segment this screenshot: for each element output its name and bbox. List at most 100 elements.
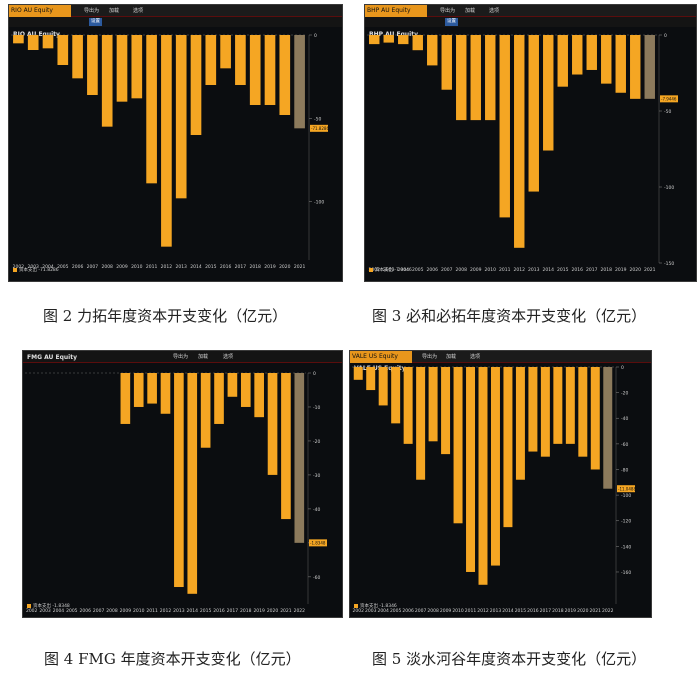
bar-2015 xyxy=(205,35,217,85)
legend-swatch xyxy=(369,267,373,272)
ticker-field[interactable]: BHP AU Equity xyxy=(365,5,427,17)
chart-panel-bhp: BHP AU Equity 导出为 加载 选项 设置 BHP AU Equity… xyxy=(364,4,697,282)
bar-2019 xyxy=(264,35,276,105)
figure-caption-fmg: 图 4 FMG 年度资本开支变化（亿元） xyxy=(44,650,301,668)
bar-2012 xyxy=(514,35,525,248)
ticker-field[interactable]: VALE US Equity xyxy=(350,351,412,363)
value-badge xyxy=(617,485,635,493)
x-tick-label: 2004 xyxy=(53,608,65,614)
x-tick-label: 2012 xyxy=(161,264,173,270)
x-tick-label: 2011 xyxy=(499,267,511,273)
bar-2008 xyxy=(456,35,467,121)
bar-2011 xyxy=(147,373,157,404)
x-tick-label: 2017 xyxy=(586,267,598,273)
bar-2022 xyxy=(294,373,305,543)
bar-2003 xyxy=(27,35,39,50)
x-tick-label: 2011 xyxy=(146,608,158,614)
options-menu[interactable]: 选项 xyxy=(133,8,144,14)
y-tick-label: -140 xyxy=(621,544,631,550)
bar-2019 xyxy=(615,35,626,93)
x-tick-label: 2009 xyxy=(120,608,132,614)
ticker-field[interactable]: RIO AU Equity xyxy=(9,5,71,17)
x-tick-label: 2021 xyxy=(280,608,292,614)
bar-2019 xyxy=(565,367,575,444)
x-tick-label: 2009 xyxy=(440,608,452,614)
settings-button[interactable]: 设置 xyxy=(89,18,102,26)
settings-button[interactable]: 设置 xyxy=(445,18,458,26)
x-tick-label: 2014 xyxy=(190,264,202,270)
bar-2021 xyxy=(281,373,291,520)
bar-2018 xyxy=(249,35,261,105)
x-tick-label: 2018 xyxy=(240,608,252,614)
x-tick-label: 2002 xyxy=(369,267,381,273)
export-menu[interactable]: 导出为 xyxy=(173,354,189,360)
y-tick-label: -150 xyxy=(664,261,674,267)
bar-2017 xyxy=(227,373,238,397)
bar-2004 xyxy=(398,35,409,45)
x-tick-label: 2019 xyxy=(264,264,276,270)
add-menu[interactable]: 加载 xyxy=(465,8,476,14)
export-menu[interactable]: 导出为 xyxy=(84,8,100,14)
panel-topbar: VALE US Equity 导出为 加载 选项 xyxy=(350,351,651,363)
x-tick-label: 2006 xyxy=(72,264,84,270)
x-tick-label: 2020 xyxy=(630,267,642,273)
bar-2003 xyxy=(383,35,394,43)
bar-2011 xyxy=(466,367,476,572)
chart-title: FMG AU Equity xyxy=(27,354,78,361)
y-tick-label: 0 xyxy=(621,365,624,371)
panel-topbar: RIO AU Equity 导出为 加载 选项 xyxy=(9,5,342,17)
x-tick-label: 2021 xyxy=(294,264,306,270)
y-tick-label: -80 xyxy=(621,467,628,473)
x-tick-label: 2013 xyxy=(175,264,187,270)
x-tick-label: 2004 xyxy=(42,264,54,270)
legend-swatch xyxy=(27,603,31,608)
options-menu[interactable]: 选项 xyxy=(470,354,481,360)
x-tick-label: 2002 xyxy=(26,608,38,614)
bar-2006 xyxy=(72,35,83,79)
chart-legend: 资本支出 -1.8348 xyxy=(27,603,70,609)
x-tick-label: 2010 xyxy=(131,264,143,270)
options-menu[interactable]: 选项 xyxy=(489,8,500,14)
legend-label: 资本支出 -71.8286 xyxy=(19,268,59,273)
add-menu[interactable]: 加载 xyxy=(446,354,457,360)
bar-2009 xyxy=(470,35,481,121)
bar-2007 xyxy=(441,35,452,90)
figure-caption-bhp: 图 3 必和必拓年度资本开支变化（亿元） xyxy=(372,307,647,325)
bar-2004 xyxy=(42,35,54,49)
legend-swatch xyxy=(13,267,17,272)
export-menu[interactable]: 导出为 xyxy=(422,354,438,360)
x-tick-label: 2003 xyxy=(383,267,395,273)
panel-topbar: BHP AU Equity 导出为 加载 选项 xyxy=(365,5,696,17)
x-tick-label: 2003 xyxy=(27,264,39,270)
value-badge-label: -1.8348 xyxy=(310,541,326,546)
bar-2016 xyxy=(572,35,583,75)
x-tick-label: 2007 xyxy=(87,264,99,270)
bar-2011 xyxy=(499,35,510,218)
bar-2009 xyxy=(120,373,131,424)
chart-panel-fmg: 导出为 加载 选项 FMG AU Equity 2002 2003 2004 2005… xyxy=(22,350,343,618)
y-tick-label: -160 xyxy=(621,570,631,576)
figure-caption-vale: 图 5 淡水河谷年度资本开支变化（亿元） xyxy=(372,650,647,668)
bar-2002 xyxy=(13,35,24,44)
value-badge xyxy=(310,124,328,132)
legend-label: 资本支出 -1.8348 xyxy=(33,604,70,609)
x-tick-label: 2022 xyxy=(602,608,614,614)
value-badge xyxy=(660,95,678,103)
options-menu[interactable]: 选项 xyxy=(223,354,234,360)
x-tick-label: 2011 xyxy=(465,608,477,614)
x-tick-label: 2012 xyxy=(477,608,489,614)
y-tick-label: -30 xyxy=(313,473,320,479)
x-tick-label: 2015 xyxy=(205,264,217,270)
add-menu[interactable]: 加载 xyxy=(109,8,120,14)
bar-2021 xyxy=(294,35,305,129)
x-tick-label: 2008 xyxy=(106,608,118,614)
x-tick-label: 2004 xyxy=(398,267,410,273)
x-tick-label: 2010 xyxy=(452,608,464,614)
bar-2014 xyxy=(503,367,513,528)
add-menu[interactable]: 加载 xyxy=(198,354,209,360)
bar-2012 xyxy=(478,367,488,585)
x-tick-label: 2006 xyxy=(402,608,414,614)
bar-2014 xyxy=(543,35,554,151)
bar-2010 xyxy=(485,35,496,121)
export-menu[interactable]: 导出为 xyxy=(440,8,456,14)
